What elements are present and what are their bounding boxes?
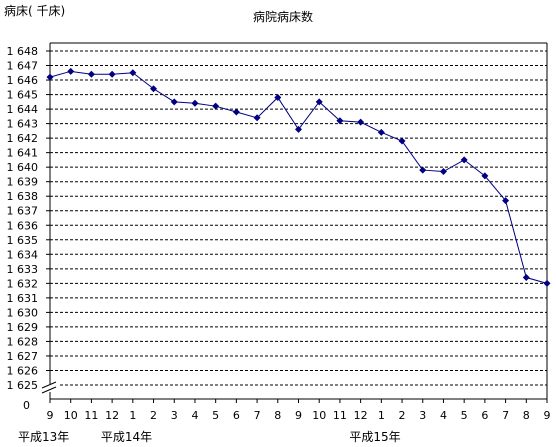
y-tick-label: 1 627 [7,350,39,363]
axes [41,42,548,403]
y-tick-label: 1 645 [7,89,39,102]
x-tick-label: 1 [129,409,136,422]
x-tick-label: 9 [544,409,551,422]
y-tick-label: 1 629 [7,321,39,334]
x-tick-label: 1 [378,409,385,422]
data-point [377,128,385,136]
data-point [46,73,54,81]
x-tick-label: 10 [312,409,326,422]
y-tick-label: 1 633 [7,263,39,276]
axis-break-mark [41,381,57,389]
y-tick-label: 1 644 [7,103,39,116]
data-markers [46,67,551,287]
y-tick-label: 1 640 [7,161,39,174]
x-tick-label: 8 [274,409,281,422]
x-tick-label: 5 [212,409,219,422]
x-tick-label: 10 [64,409,78,422]
data-point [67,67,75,75]
y-tick-label: 1 631 [7,292,39,305]
data-point [336,117,344,125]
x-tick-label: 4 [440,409,447,422]
y-tick-label: 1 637 [7,205,39,218]
x-tick-label: 11 [333,409,347,422]
x-tick-label: 7 [502,409,509,422]
era-label: 平成15年 [349,430,400,444]
y-tick-label: 1 647 [7,60,39,73]
x-tick-label: 5 [461,409,468,422]
data-point [522,274,530,282]
y-tick-label: 1 626 [7,364,39,377]
data-point [460,156,468,164]
y-tick-label: 1 641 [7,147,39,160]
data-point [150,85,158,93]
era-labels: 平成13年 平成14年 平成15年 [18,430,401,444]
y-tick-label: 1 648 [7,45,39,58]
y-tick-label: 1 646 [7,74,39,87]
y-tick-label: 1 642 [7,132,39,145]
data-point [295,125,302,133]
y-tick-label: 1 638 [7,190,39,203]
chart-title: 病院病床数 [253,9,313,24]
y-tick-label: 1 625 [7,379,39,392]
x-tick-label: 3 [171,409,178,422]
data-point [170,98,178,106]
x-tick-labels: 9 10 11 12 1 2 3 4 5 6 7 8 9 10 11 12 1 2 3 4 5 6 7 8 9 [47,409,551,422]
y-tick-label: 1 639 [7,176,39,189]
gridlines [50,50,547,386]
data-point [108,70,116,78]
x-tick-label: 12 [354,409,368,422]
x-tick-label: 4 [191,409,198,422]
data-point [232,108,240,116]
data-point [398,137,406,145]
data-point [502,197,510,205]
y-axis-unit-label: 病床( 千床) [4,3,65,18]
y-tick-label: 1 632 [7,277,39,290]
data-point [253,114,261,122]
x-tick-label: 7 [254,409,261,422]
data-point [212,102,220,110]
axis-break-gap [42,384,58,392]
y-zero-label: 0 [23,399,30,412]
x-tick-label: 6 [481,409,488,422]
data-point [439,168,447,176]
x-tick-label: 8 [523,409,530,422]
y-tick-label: 1 634 [7,248,39,261]
data-point [315,98,323,106]
data-point [419,166,427,174]
y-tick-label: 1 635 [7,234,39,247]
x-tick-label: 2 [399,409,406,422]
data-point [129,69,137,77]
y-tick-label: 1 630 [7,306,39,319]
data-point [481,172,489,180]
data-point [543,279,551,287]
data-point [357,118,365,126]
x-tick-label: 6 [233,409,240,422]
x-tick-label: 11 [84,409,98,422]
y-tick-label: 1 636 [7,219,39,232]
era-label: 平成14年 [101,430,152,444]
data-point [191,99,199,107]
x-tick-label: 12 [105,409,119,422]
era-label: 平成13年 [18,430,69,444]
y-tick-label: 1 628 [7,335,39,348]
data-point [274,93,282,101]
axis-break-mark [41,386,57,394]
x-tick-label: 2 [150,409,157,422]
data-point [87,70,95,78]
x-tick-label: 3 [419,409,426,422]
y-tick-label: 1 643 [7,118,39,131]
x-tick-label: 9 [295,409,302,422]
x-tick-label: 9 [47,409,54,422]
